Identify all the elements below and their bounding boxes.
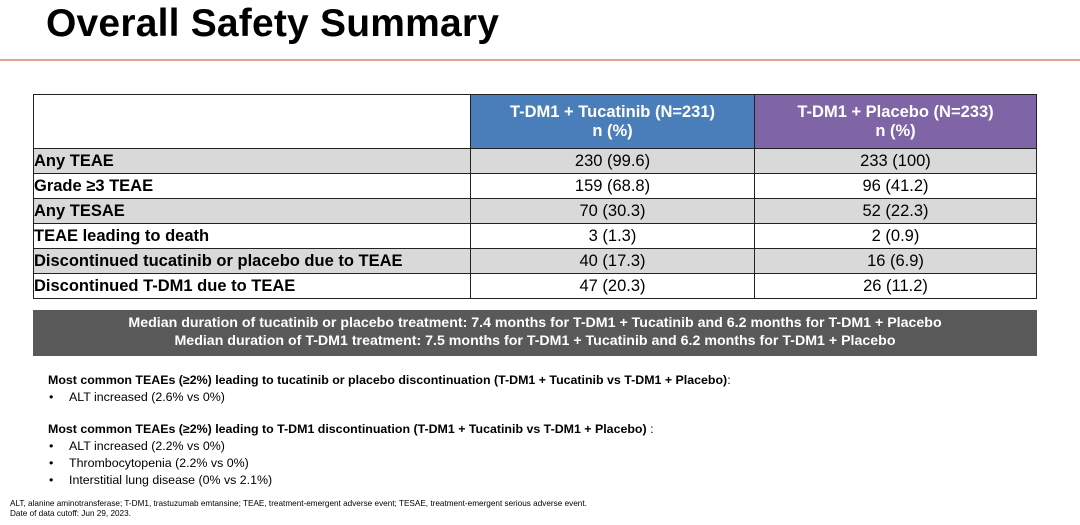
row-value-tucatinib: 70 (30.3) [470,198,755,224]
notes-tdm1-discontinuation: Most common TEAEs (≥2%) leading to T-DM1… [48,422,654,489]
table-row: Discontinued T-DM1 due to TEAE 47 (20.3)… [33,273,1037,299]
notes-heading-text: Most common TEAEs (≥2%) leading to tucat… [48,373,728,387]
row-value-placebo: 16 (6.9) [754,248,1037,274]
notes-list: ALT increased (2.2% vs 0%) Thrombocytope… [48,438,654,489]
table-row: Any TESAE 70 (30.3) 52 (22.3) [33,198,1037,224]
footnote: ALT, alanine aminotransferase; T-DM1, tr… [10,499,587,519]
header-blank-cell [33,94,471,149]
notes-heading: Most common TEAEs (≥2%) leading to tucat… [48,373,731,388]
header-tucatinib-unit: n (%) [592,121,633,140]
header-placebo-name: T-DM1 + Placebo (N=233) [797,102,994,121]
header-placebo-unit: n (%) [875,121,916,140]
safety-table: T-DM1 + Tucatinib (N=231) n (%) T-DM1 + … [33,94,1037,299]
notes-heading: Most common TEAEs (≥2%) leading to T-DM1… [48,422,654,437]
table-header-row: T-DM1 + Tucatinib (N=231) n (%) T-DM1 + … [33,94,1037,149]
table-row: TEAE leading to death 3 (1.3) 2 (0.9) [33,223,1037,249]
row-value-placebo: 26 (11.2) [754,273,1037,299]
list-item: Thrombocytopenia (2.2% vs 0%) [48,455,654,472]
row-label: TEAE leading to death [33,223,471,249]
list-item: ALT increased (2.2% vs 0%) [48,438,654,455]
row-value-tucatinib: 159 (68.8) [470,173,755,199]
median-duration-banner: Median duration of tucatinib or placebo … [33,310,1037,356]
list-item: ALT increased (2.6% vs 0%) [48,389,731,406]
notes-tucatinib-discontinuation: Most common TEAEs (≥2%) leading to tucat… [48,373,731,406]
row-value-tucatinib: 47 (20.3) [470,273,755,299]
header-tucatinib: T-DM1 + Tucatinib (N=231) n (%) [470,94,755,149]
notes-list: ALT increased (2.6% vs 0%) [48,389,731,406]
row-label: Any TEAE [33,148,471,174]
notes-heading-suffix: : [727,373,731,387]
table-row: Grade ≥3 TEAE 159 (68.8) 96 (41.2) [33,173,1037,199]
row-label: Grade ≥3 TEAE [33,173,471,199]
row-value-tucatinib: 40 (17.3) [470,248,755,274]
footnote-cutoff-date: Date of data cutoff: Jun 29, 2023. [10,509,131,518]
row-value-placebo: 2 (0.9) [754,223,1037,249]
table-row: Discontinued tucatinib or placebo due to… [33,248,1037,274]
row-label: Discontinued T-DM1 due to TEAE [33,273,471,299]
row-value-tucatinib: 3 (1.3) [470,223,755,249]
row-value-placebo: 233 (100) [754,148,1037,174]
page-title: Overall Safety Summary [46,2,500,45]
row-label: Discontinued tucatinib or placebo due to… [33,248,471,274]
banner-line-2: Median duration of T-DM1 treatment: 7.5 … [174,332,896,349]
title-divider [0,59,1080,61]
row-value-tucatinib: 230 (99.6) [470,148,755,174]
row-value-placebo: 96 (41.2) [754,173,1037,199]
row-value-placebo: 52 (22.3) [754,198,1037,224]
notes-heading-text: Most common TEAEs (≥2%) leading to T-DM1… [48,422,647,436]
list-item: Interstitial lung disease (0% vs 2.1%) [48,472,654,489]
table-row: Any TEAE 230 (99.6) 233 (100) [33,148,1037,174]
footnote-abbreviations: ALT, alanine aminotransferase; T-DM1, tr… [10,499,587,508]
header-placebo: T-DM1 + Placebo (N=233) n (%) [754,94,1037,149]
notes-heading-suffix: : [646,422,654,436]
banner-line-1: Median duration of tucatinib or placebo … [128,315,942,331]
row-label: Any TESAE [33,198,471,224]
header-tucatinib-name: T-DM1 + Tucatinib (N=231) [509,102,716,121]
